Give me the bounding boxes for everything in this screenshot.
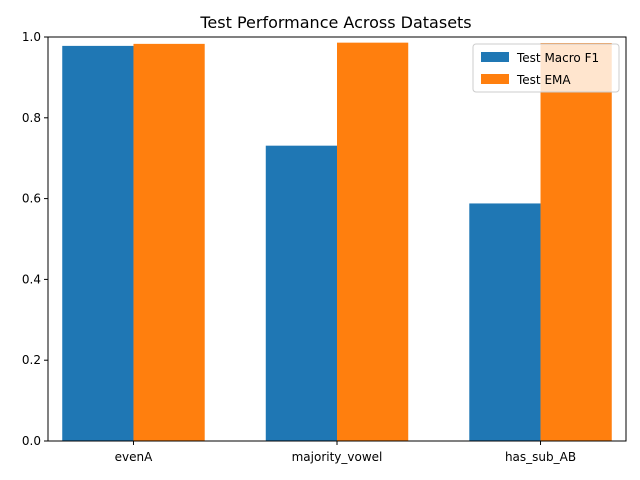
y-tick-label: 0.2 <box>22 353 41 367</box>
legend-swatch <box>481 52 509 62</box>
legend-label: Test EMA <box>516 73 571 87</box>
x-tick-label: evenA <box>115 450 153 464</box>
y-axis: 0.0 0.2 0.4 0.6 0.8 1.0 <box>22 30 48 448</box>
y-tick-label: 1.0 <box>22 30 41 44</box>
x-axis: evenA majority_vowel has_sub_AB <box>115 441 576 464</box>
y-tick-label: 0.4 <box>22 272 41 286</box>
y-tick-label: 0.0 <box>22 434 41 448</box>
bar-test-ema-evena <box>133 43 205 441</box>
y-tick-label: 0.6 <box>22 192 41 206</box>
bar-test-macro-f1-has-sub-ab <box>469 203 541 441</box>
legend-label: Test Macro F1 <box>516 51 599 65</box>
x-tick-label: majority_vowel <box>292 450 383 464</box>
chart-title: Test Performance Across Datasets <box>199 13 471 32</box>
bar-test-macro-f1-evena <box>62 45 134 441</box>
bars-group <box>62 42 612 442</box>
bar-test-macro-f1-majority-vowel <box>265 145 337 441</box>
y-tick-label: 0.8 <box>22 111 41 125</box>
bar-test-ema-has-sub-ab <box>540 43 612 442</box>
legend-swatch <box>481 74 509 84</box>
bar-test-ema-majority-vowel <box>337 42 409 441</box>
x-tick-label: has_sub_AB <box>505 450 576 464</box>
plot-frame <box>47 36 627 442</box>
legend: Test Macro F1 Test EMA <box>472 43 620 93</box>
legend-box <box>472 43 620 93</box>
